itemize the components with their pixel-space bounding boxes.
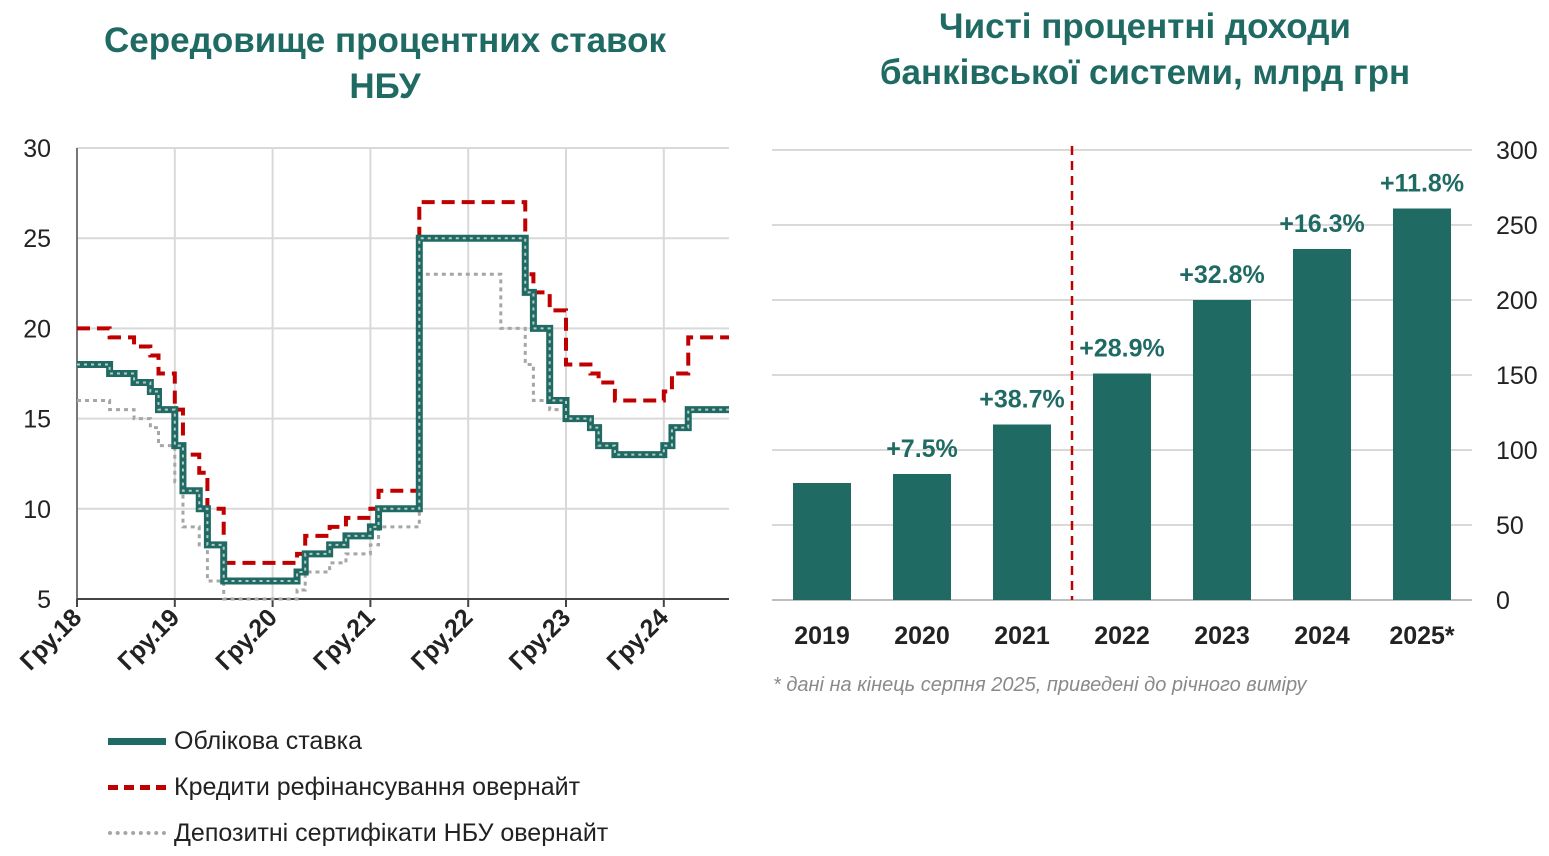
y-tick-label: 250 bbox=[1496, 212, 1538, 240]
legend-label-refinancing: Кредити рефінансування овернайт bbox=[174, 772, 581, 801]
y-tick-label: 30 bbox=[23, 135, 51, 163]
bar-2021 bbox=[993, 424, 1051, 600]
x-tick-label: 2020 bbox=[894, 622, 950, 650]
x-tick-label: Гру.23 bbox=[504, 603, 577, 676]
y-tick-label: 200 bbox=[1496, 287, 1538, 315]
legend-label-discount-rate: Облікова ставка bbox=[174, 726, 363, 755]
y-tick-label: 10 bbox=[23, 496, 51, 524]
x-tick-label: Гру.22 bbox=[406, 603, 479, 676]
bar-data-label: +11.8% bbox=[1380, 170, 1464, 198]
legend-swatch-solid bbox=[108, 737, 166, 745]
y-tick-label: 25 bbox=[23, 225, 51, 253]
y-tick-label: 150 bbox=[1496, 362, 1538, 390]
bar-data-label: +38.7% bbox=[979, 386, 1065, 414]
bar-2025 bbox=[1393, 208, 1451, 600]
x-tick-label: 2024 bbox=[1294, 622, 1350, 650]
legend-swatch-dashed bbox=[108, 784, 166, 790]
x-tick-label: Гру.21 bbox=[308, 603, 381, 676]
x-tick-label: 2021 bbox=[994, 622, 1050, 650]
left-chart-title: Середовище процентних ставок НБУ bbox=[40, 18, 730, 110]
y-tick-label: 300 bbox=[1496, 137, 1538, 165]
bar-data-label: +16.3% bbox=[1279, 210, 1365, 238]
legend-item-refinancing: Кредити рефінансування овернайт bbox=[108, 764, 608, 810]
x-tick-label: 2022 bbox=[1094, 622, 1150, 650]
y-tick-label: 20 bbox=[23, 315, 51, 343]
legend-item-deposit-certificates: Депозитні сертифікати НБУ овернайт bbox=[108, 810, 608, 856]
net-interest-income-bar-chart: 0 50 100 150 200 250 300 2019 2020 +7.5% 2021 +38.7… bbox=[772, 137, 1538, 650]
x-tick-label: Гру.20 bbox=[210, 603, 283, 676]
rates-legend: Облікова ставка Кредити рефінансування о… bbox=[108, 718, 608, 856]
legend-swatch-dotted bbox=[108, 831, 166, 835]
bar-chart-footnote: * дані на кінець серпня 2025, приведені … bbox=[773, 674, 1307, 696]
series-line-refinancing bbox=[77, 200, 729, 565]
left-chart-title-line-1: Середовище процентних ставок bbox=[104, 21, 666, 60]
rates-line-chart: 5 10 15 20 25 30 Гру.18 Гру.19 Гру.20 Гру.21 Гру.2… bbox=[15, 135, 729, 676]
y-tick-label: 50 bbox=[1496, 512, 1524, 540]
x-tick-label: Гру.18 bbox=[15, 603, 88, 676]
y-tick-label: 15 bbox=[23, 406, 51, 434]
bar-data-label: +7.5% bbox=[886, 435, 958, 463]
right-chart-title-line-2: банківської системи, млрд грн bbox=[879, 53, 1411, 92]
y-tick-label: 0 bbox=[1496, 587, 1510, 615]
bar-2024 bbox=[1293, 249, 1351, 600]
bar-data-label: +28.9% bbox=[1079, 335, 1165, 363]
x-tick-label: Гру.19 bbox=[112, 603, 185, 676]
x-tick-label: 2025* bbox=[1389, 622, 1455, 650]
right-chart-title: Чисті процентні доходи банківської систе… bbox=[780, 4, 1510, 96]
y-tick-label: 5 bbox=[37, 586, 51, 614]
left-chart-title-line-2: НБУ bbox=[349, 67, 421, 106]
bar-2022 bbox=[1093, 373, 1151, 600]
x-tick-label: 2023 bbox=[1194, 622, 1250, 650]
y-tick-label: 100 bbox=[1496, 437, 1538, 465]
bar-2020 bbox=[893, 474, 951, 600]
bar-2023 bbox=[1193, 300, 1251, 600]
bar-2019 bbox=[793, 483, 851, 600]
x-tick-label: Гру.24 bbox=[601, 603, 674, 676]
right-chart-title-line-1: Чисті процентні доходи bbox=[939, 7, 1351, 46]
legend-label-deposit-certificates: Депозитні сертифікати НБУ овернайт bbox=[174, 818, 609, 847]
bar-data-label: +32.8% bbox=[1179, 261, 1265, 289]
legend-item-discount-rate: Облікова ставка bbox=[108, 718, 608, 764]
x-tick-label: 2019 bbox=[794, 622, 850, 650]
series-line-discount-rate-overlay bbox=[77, 237, 729, 582]
